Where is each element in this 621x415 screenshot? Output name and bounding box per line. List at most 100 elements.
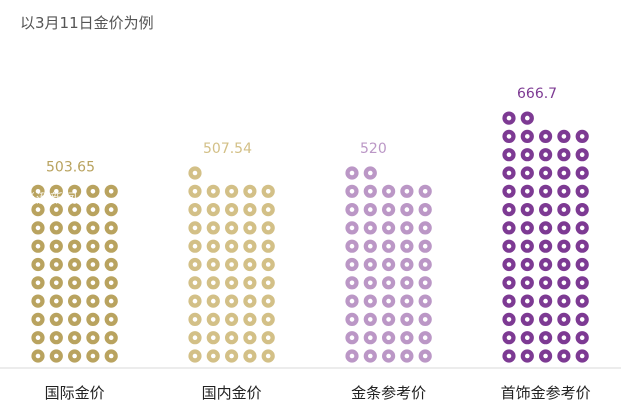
coin-hole [229,225,234,231]
bar-group-2: 507.54 国内金价 [188,141,275,402]
coin-hole [247,353,253,359]
coin-hole [192,170,198,176]
coin-hole [229,280,234,286]
coin-hole [579,170,585,176]
coin-hole [247,243,253,249]
coin-hole [90,353,96,359]
coin-hole [229,243,234,249]
coin-hole [543,207,548,212]
coin-hole [72,207,77,212]
coin-hole [211,189,216,194]
coin-hole [192,317,198,322]
coin-hole [265,225,271,231]
coin-hole [386,243,391,249]
watermark-text: 澎湃新闻 [22,192,79,207]
coin-hole [108,207,114,212]
coin-hole [35,298,41,304]
coin-hole [561,152,567,157]
coin-hole [386,317,391,322]
coin-hole [265,262,271,267]
coin-hole [192,189,198,194]
coin-hole [368,207,373,212]
coin-hole [422,280,428,286]
coin-hole [211,225,216,231]
coin-hole [108,335,114,341]
coin-hole [90,280,96,286]
coin-hole [561,280,567,286]
coin-hole [579,280,585,286]
coin-hole [561,353,567,359]
coin-hole [386,207,391,212]
category-label: 首饰金参考价 [501,384,591,402]
coin-hole [247,298,253,304]
coin-hole [543,189,548,194]
coin-hole [404,189,410,194]
coin-hole [108,262,114,267]
coin-hole [72,353,77,359]
coin-hole [247,317,253,322]
coin-hole [543,280,548,286]
coin-hole [543,170,548,176]
coin-hole [211,243,216,249]
coin-hole [525,170,530,176]
coin-hole [368,170,373,176]
coin-hole [525,207,530,212]
coin-hole [192,298,198,304]
category-label: 金条参考价 [351,384,426,402]
coin-hole [506,189,512,194]
coin-hole [265,243,271,249]
coin-hole [247,262,253,267]
coin-hole [265,317,271,322]
coin-hole [35,280,41,286]
coin-hole [561,207,567,212]
coin-hole [349,280,355,286]
coin-hole [90,262,96,267]
coin-hole [386,280,391,286]
coin-hole [35,335,41,341]
coin-hole [35,189,41,194]
coin-hole [506,243,512,249]
coin-hole [72,225,77,231]
coin-hole [404,243,410,249]
coin-hole [422,189,428,194]
coin-hole [229,262,234,267]
coin-hole [525,189,530,194]
coin-hole [543,298,548,304]
coin-hole [349,207,355,212]
coin-hole [579,298,585,304]
coin-hole [54,317,59,322]
coin-hole [349,353,355,359]
coin-hole [108,298,114,304]
coin-hole [525,115,530,121]
coin-hole [525,152,530,157]
coin-hole [386,353,391,359]
coin-hole [54,298,59,304]
coin-hole [506,115,512,121]
coin-hole [543,243,548,249]
coin-hole [543,317,548,322]
coin-hole [265,280,271,286]
bar-group-4: 666.7 首饰金参考价 [501,86,591,402]
coin-hole [506,262,512,267]
coin-hole [72,335,77,341]
coin-hole [561,262,567,267]
coin-hole [368,262,373,267]
coin-hole [54,262,59,267]
coin-hole [404,280,410,286]
coin-hole [108,189,114,194]
coin-hole [506,335,512,341]
coin-hole [579,134,585,139]
coin-hole [35,243,41,249]
coin-hole [525,280,530,286]
coin-hole [54,280,59,286]
coin-hole [229,335,234,341]
coin-hole [247,189,253,194]
coin-hole [561,189,567,194]
bar-value-label: 503.65 [46,159,95,175]
coin-hole [386,189,391,194]
coin-hole [211,207,216,212]
coin-hole [579,207,585,212]
coin-hole [368,298,373,304]
coin-hole [108,225,114,231]
coin-hole [108,280,114,286]
